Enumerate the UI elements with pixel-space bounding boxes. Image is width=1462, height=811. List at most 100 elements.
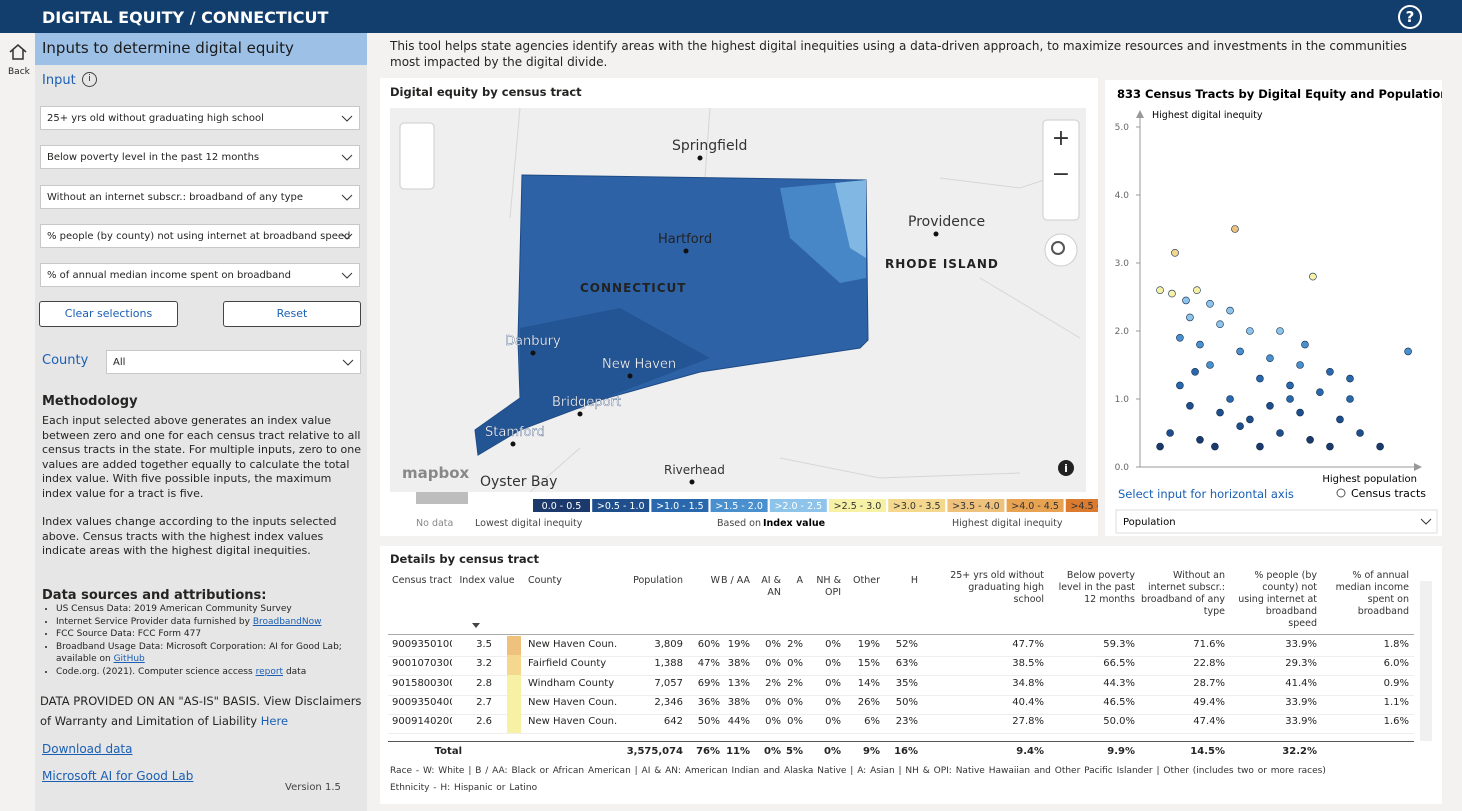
scatter-point[interactable]	[1156, 442, 1164, 451]
scatter-point[interactable]	[1226, 306, 1234, 315]
scatter-point[interactable]	[1346, 395, 1354, 403]
info-icon[interactable]: i	[82, 72, 97, 87]
scatter-point[interactable]	[1193, 286, 1201, 294]
scatter-point[interactable]	[1266, 354, 1274, 363]
clear-button[interactable]: Clear selections	[39, 301, 178, 327]
input-dropdown[interactable]: 25+ yrs old without graduating high scho…	[40, 106, 360, 130]
column-header[interactable]: Below poverty level in the past 12 month…	[1058, 570, 1135, 605]
scatter-point[interactable]	[1226, 395, 1234, 403]
scatter-point[interactable]	[1246, 415, 1254, 424]
select-tools[interactable]	[399, 122, 435, 190]
column-header[interactable]: County	[528, 575, 562, 586]
reset-button[interactable]: Reset	[223, 301, 361, 327]
column-header[interactable]: Population	[633, 575, 683, 586]
scatter-point[interactable]	[1186, 401, 1194, 410]
back-label[interactable]: Back	[8, 67, 30, 77]
axis-dropdown[interactable]	[1115, 509, 1438, 534]
table-cell: 50%	[895, 696, 918, 708]
nav-strip: Back	[0, 33, 35, 811]
lab-link[interactable]: Microsoft AI for Good Lab	[42, 769, 194, 783]
scatter-point[interactable]	[1286, 395, 1294, 403]
scatter-point[interactable]	[1346, 374, 1354, 383]
scatter-point[interactable]	[1168, 289, 1176, 298]
scatter-point[interactable]	[1206, 361, 1214, 369]
scatter-point[interactable]	[1256, 374, 1264, 383]
input-dropdown[interactable]: Below poverty level in the past 12 month…	[40, 145, 360, 170]
scatter-point[interactable]	[1336, 415, 1344, 424]
help-button[interactable]: ?	[1398, 5, 1422, 29]
zoom-control[interactable]: +	[1052, 126, 1070, 151]
scatter-point[interactable]	[1156, 286, 1164, 294]
scatter-point[interactable]	[1246, 327, 1254, 335]
back-icon[interactable]	[8, 43, 28, 61]
scatter-point[interactable]	[1326, 367, 1334, 376]
scatter-point[interactable]	[1171, 249, 1179, 257]
scatter-point[interactable]	[1216, 320, 1224, 328]
column-header[interactable]: % of annual median income spent on broad…	[1335, 570, 1409, 617]
input-dropdown[interactable]: % of annual median income spent on broad…	[40, 263, 360, 288]
column-header[interactable]: Index value	[459, 575, 515, 586]
scatter-point[interactable]	[1236, 347, 1244, 356]
column-header[interactable]: H	[910, 575, 918, 586]
input-dropdown[interactable]: Without an internet subscr.: broadband o…	[40, 184, 360, 209]
zoom-control[interactable]: −	[1052, 162, 1070, 187]
scatter-point[interactable]	[1296, 361, 1304, 369]
scatter-point[interactable]	[1309, 272, 1317, 281]
scatter-point[interactable]	[1404, 347, 1412, 356]
total-cell: 3,575,074	[626, 746, 683, 757]
scatter-point[interactable]	[1182, 296, 1190, 305]
methodology-text: Index values change according to the inp…	[42, 515, 337, 557]
column-header[interactable]: Census tract	[392, 575, 452, 586]
download-link[interactable]: Download data	[42, 742, 133, 756]
column-header[interactable]: A	[796, 575, 804, 586]
column-header[interactable]: Without an internet subscr.: broadband o…	[1141, 570, 1225, 617]
column-header[interactable]: % people (by county) not using internet …	[1238, 570, 1317, 629]
scatter-point[interactable]	[1186, 313, 1194, 322]
column-header[interactable]: AI & AN	[761, 575, 781, 598]
scatter-point[interactable]	[1191, 367, 1199, 376]
legend-marker	[1336, 488, 1346, 498]
scatter-point[interactable]	[1356, 429, 1364, 437]
scatter-point[interactable]	[1256, 442, 1264, 451]
zoom-tools[interactable]	[1042, 119, 1080, 221]
scatter-point[interactable]	[1296, 408, 1304, 417]
scatter-point[interactable]	[1196, 340, 1204, 349]
source-link[interactable]: report	[255, 666, 284, 677]
scatter-point[interactable]	[1306, 435, 1314, 444]
column-header[interactable]: 25+ yrs old without graduating high scho…	[950, 570, 1044, 605]
disclaimer-link[interactable]: Here	[260, 714, 289, 728]
place-dot	[577, 411, 583, 417]
input-dropdown[interactable]: % people (by county) not using internet …	[40, 223, 360, 248]
scatter-point[interactable]	[1276, 327, 1284, 335]
scatter-point[interactable]	[1206, 300, 1214, 308]
scatter-point[interactable]	[1176, 333, 1184, 342]
scatter-point[interactable]	[1276, 429, 1284, 437]
scatter-point[interactable]	[1196, 435, 1204, 444]
scatter-point[interactable]	[1216, 408, 1224, 417]
scatter-point[interactable]	[1286, 381, 1294, 390]
map[interactable]: Springfield Providence Hartford CONNECTICUT…	[380, 78, 1098, 536]
column-header[interactable]: W	[710, 575, 720, 586]
axis-arrow	[1136, 110, 1144, 118]
scatter-point[interactable]	[1266, 401, 1274, 410]
scatter-point[interactable]	[1211, 442, 1219, 451]
county-dropdown[interactable]: All	[106, 350, 361, 374]
scrollbar[interactable]	[1420, 581, 1432, 741]
column-header[interactable]: B / AA	[720, 575, 750, 586]
search-button[interactable]	[1044, 233, 1078, 267]
scatter-point[interactable]	[1166, 429, 1174, 437]
scatter-point[interactable]	[1301, 340, 1309, 349]
source-link[interactable]: BroadbandNow	[252, 616, 322, 627]
scatter-point[interactable]	[1231, 225, 1239, 233]
table-cell: Windham County	[528, 677, 615, 689]
scatter-point[interactable]	[1316, 388, 1324, 397]
table-cell: 642	[663, 716, 683, 728]
scatter-point[interactable]	[1376, 442, 1384, 451]
sort-arrow[interactable]	[472, 623, 480, 632]
scatter-point[interactable]	[1326, 442, 1334, 451]
scatter-point[interactable]	[1236, 422, 1244, 431]
column-header[interactable]: NH & OPI	[816, 575, 841, 598]
column-header[interactable]: Other	[853, 575, 880, 586]
scatter-point[interactable]	[1176, 381, 1184, 390]
source-link[interactable]: GitHub	[113, 654, 145, 664]
